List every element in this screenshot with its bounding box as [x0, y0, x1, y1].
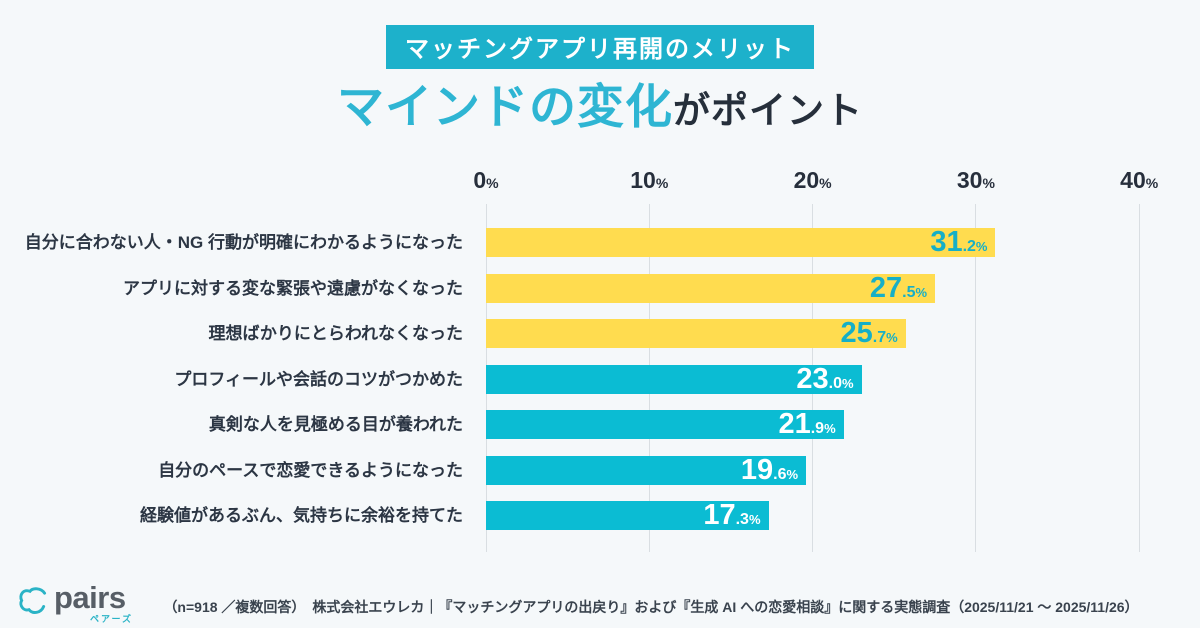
- x-tick-label-10: 10%: [630, 167, 669, 193]
- page-title: マインドの変化がポイント: [0, 68, 1200, 137]
- bar: 19.6%: [486, 453, 807, 486]
- bar-value-label: 17.3%: [703, 499, 761, 531]
- gridline-40: [1138, 204, 1140, 552]
- bar-value-label: 21.9%: [778, 408, 836, 440]
- bar-category-label: アプリに対する変な緊張や遠慮がなくなった: [123, 278, 463, 298]
- bar: 17.3%: [486, 501, 769, 530]
- bar-category-label: 真剣な人を見極める目が養われた: [208, 415, 463, 434]
- bar-category-label: プロフィールや会話のコツがつかめた: [174, 369, 463, 389]
- bar: 25.7%: [486, 319, 906, 348]
- gridline-30: [975, 204, 977, 552]
- page-title-suffix: がポイント: [673, 90, 863, 131]
- x-tick-label-30: 30%: [956, 167, 995, 193]
- bar-category-label: 自分のペースで恋愛できるようになった: [158, 460, 463, 480]
- bar: 31.2%: [486, 226, 996, 258]
- header-badge: マッチングアプリ再開のメリット: [386, 25, 814, 69]
- survey-source-note: （n=918 ／複数回答） 株式会社エウレカ｜『マッチングアプリの出戻り』および…: [163, 599, 1139, 615]
- bar-value-label: 31.2%: [930, 226, 988, 258]
- pairs-logo-text: pairs ペアーズ: [54, 580, 134, 625]
- bar-category-label: 自分に合わない人・NG 行動が明確にわかるようになった: [24, 233, 463, 252]
- bar: 27.5%: [486, 271, 936, 304]
- bar: 23.0%: [486, 362, 862, 395]
- x-tick-label-40: 40%: [1120, 167, 1159, 193]
- pairs-logo-brand: pairs: [54, 580, 126, 615]
- bar: 21.9%: [486, 410, 844, 439]
- bar-category-label: 経験値があるぶん、気持ちに余裕を持てた: [140, 506, 463, 525]
- bar-value-label: 23.0%: [796, 362, 854, 395]
- x-tick-label-20: 20%: [793, 167, 832, 193]
- bar-category-label: 理想ばかりにとらわれなくなった: [208, 324, 464, 343]
- pairs-logo: pairs ペアーズ: [18, 580, 134, 625]
- page-title-highlight: マインドの変化: [337, 80, 673, 133]
- pairs-logo-kana: ペアーズ: [90, 614, 134, 624]
- pairs-cloud-heart-icon: [19, 587, 47, 614]
- x-tick-label-0: 0%: [473, 167, 499, 193]
- bar-value-label: 25.7%: [840, 317, 898, 349]
- bar-value-label: 27.5%: [869, 271, 928, 304]
- bar-value-label: 19.6%: [740, 453, 799, 486]
